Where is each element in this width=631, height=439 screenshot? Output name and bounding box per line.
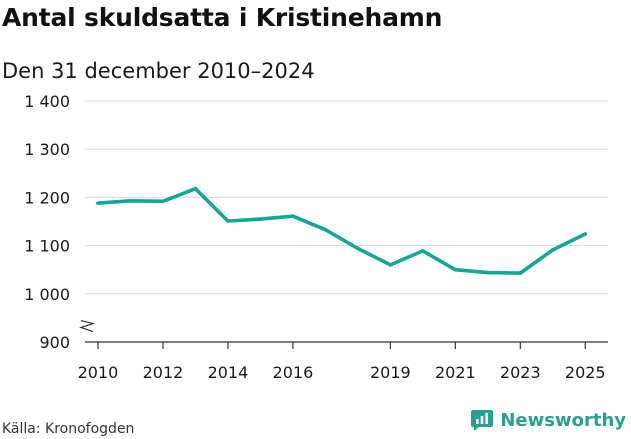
brand-name: Newsworthy xyxy=(500,409,626,431)
x-tick-label: 2012 xyxy=(143,363,184,382)
x-tick-label: 2023 xyxy=(500,363,541,382)
x-tick-label: 2010 xyxy=(78,363,119,382)
axis-break-icon xyxy=(79,319,96,333)
data-point xyxy=(193,186,198,191)
data-point xyxy=(518,271,523,275)
y-tick-label: 1 200 xyxy=(24,188,70,207)
x-tick-label: 2025 xyxy=(565,363,606,382)
data-point xyxy=(388,263,393,267)
x-tick-label: 2014 xyxy=(208,363,249,382)
data-point xyxy=(258,217,263,221)
data-point xyxy=(323,227,328,232)
data-point xyxy=(583,232,588,236)
x-tick-label: 2016 xyxy=(273,363,314,382)
data-point xyxy=(226,219,230,223)
y-tick-label: 1 300 xyxy=(24,140,70,159)
source-note: Källa: Kronofogden xyxy=(2,421,135,437)
chart-title: Antal skuldsatta i Kristinehamn xyxy=(2,3,443,32)
x-tick-label: 2021 xyxy=(435,363,476,382)
line-chart: 900 1 000 1 100 1 200 1 300 1 400 2010 2012 2014… xyxy=(24,92,608,382)
data-point xyxy=(356,246,360,251)
data-point xyxy=(161,199,165,204)
x-tick-label: 2019 xyxy=(370,363,411,382)
data-point xyxy=(550,248,555,252)
y-tick-label: 1 400 xyxy=(24,92,70,111)
newsworthy-logo-icon xyxy=(471,410,494,431)
brand-logo: Newsworthy xyxy=(470,408,626,432)
data-point xyxy=(486,270,490,275)
chart-subtitle: Den 31 december 2010–2024 xyxy=(2,59,315,83)
series-line xyxy=(96,186,588,275)
y-tick-label: 1 100 xyxy=(24,237,70,256)
data-point xyxy=(291,214,295,218)
data-point xyxy=(96,201,100,205)
y-tick-label: 900 xyxy=(39,333,70,352)
data-point xyxy=(128,198,133,203)
data-point xyxy=(421,249,425,253)
y-tick-label: 1 000 xyxy=(24,285,70,304)
data-point xyxy=(453,267,458,272)
